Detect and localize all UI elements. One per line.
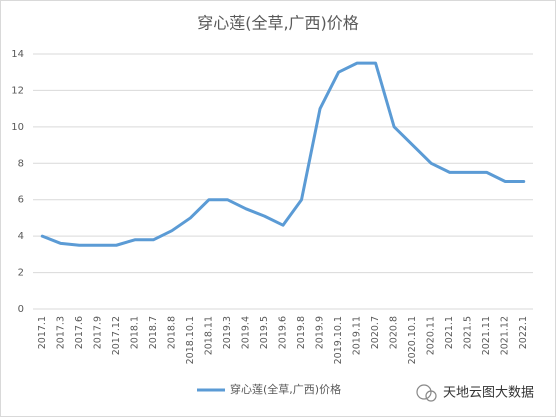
- x-tick-label: 2019.9: [315, 316, 326, 349]
- x-tick-label: 2018.7: [148, 316, 159, 349]
- legend-label: 穿心莲(全草,广西)价格: [230, 382, 341, 396]
- x-tick-label: 2019.5: [259, 316, 270, 349]
- x-tick-label: 2017.1: [37, 316, 48, 349]
- y-tick-label: 4: [18, 231, 24, 242]
- x-tick-label: 2021.5: [463, 316, 474, 349]
- x-tick-label: 2018.11: [203, 316, 214, 355]
- x-tick-label: 2020.11: [426, 316, 437, 355]
- y-tick-label: 12: [11, 85, 24, 96]
- chart-title: 穿心莲(全草,广西)价格: [197, 14, 359, 33]
- x-tick-label: 2017.12: [111, 316, 122, 355]
- y-tick-label: 0: [18, 304, 24, 315]
- x-tick-label: 2018.8: [166, 316, 177, 349]
- y-tick-label: 2: [18, 268, 24, 279]
- y-tick-label: 14: [11, 49, 24, 60]
- x-tick-label: 2019.10.1: [333, 316, 344, 364]
- watermark-icon: [416, 384, 437, 402]
- x-tick-label: 2022.1: [518, 316, 529, 349]
- x-tick-label: 2019.8: [296, 316, 307, 349]
- x-tick-label: 2017.6: [74, 316, 85, 349]
- watermark: 天地云图大数据: [443, 386, 534, 401]
- x-tick-label: 2020.10.1: [407, 316, 418, 364]
- y-tick-label: 8: [18, 158, 24, 169]
- data-line: [40, 61, 526, 247]
- x-tick-label: 2019.11: [352, 316, 363, 355]
- x-tick-label: 2019.4: [240, 316, 251, 349]
- x-tick-label: 2017.9: [92, 316, 103, 349]
- x-tick-label: 2018.10.1: [185, 316, 196, 364]
- y-tick-label: 10: [11, 122, 24, 133]
- x-tick-label: 2018.1: [129, 316, 140, 349]
- x-tick-label: 2021.1: [444, 316, 455, 349]
- y-tick-label: 6: [18, 195, 24, 206]
- x-tick-label: 2017.3: [55, 316, 66, 349]
- x-tick-label: 2021.11: [481, 316, 492, 355]
- x-tick-label: 2021.12: [500, 316, 511, 355]
- x-tick-label: 2020.8: [389, 316, 400, 349]
- x-tick-label: 2020.7: [370, 316, 381, 349]
- x-tick-label: 2019.3: [222, 316, 233, 349]
- x-tick-label: 2019.6: [278, 316, 289, 349]
